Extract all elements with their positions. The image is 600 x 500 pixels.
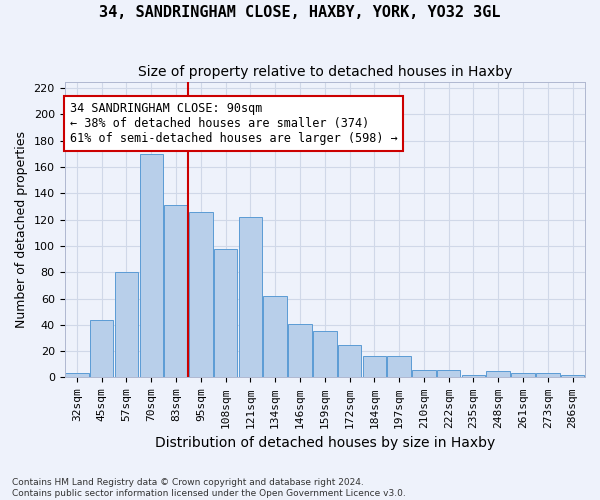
Bar: [313, 332, 337, 378]
Bar: [140, 154, 163, 378]
Bar: [90, 320, 113, 378]
Text: 34 SANDRINGHAM CLOSE: 90sqm
← 38% of detached houses are smaller (374)
61% of se: 34 SANDRINGHAM CLOSE: 90sqm ← 38% of det…: [70, 102, 397, 146]
Y-axis label: Number of detached properties: Number of detached properties: [15, 131, 28, 328]
Bar: [362, 356, 386, 378]
Bar: [338, 344, 361, 378]
Text: 34, SANDRINGHAM CLOSE, HAXBY, YORK, YO32 3GL: 34, SANDRINGHAM CLOSE, HAXBY, YORK, YO32…: [99, 5, 501, 20]
Bar: [536, 374, 560, 378]
Bar: [65, 374, 89, 378]
Title: Size of property relative to detached houses in Haxby: Size of property relative to detached ho…: [137, 65, 512, 79]
Bar: [288, 324, 312, 378]
Bar: [511, 374, 535, 378]
Bar: [561, 375, 584, 378]
Bar: [388, 356, 411, 378]
Bar: [263, 296, 287, 378]
Bar: [115, 272, 138, 378]
Bar: [487, 371, 510, 378]
Bar: [437, 370, 460, 378]
Bar: [189, 212, 212, 378]
Bar: [461, 375, 485, 378]
Bar: [164, 205, 188, 378]
Bar: [214, 248, 238, 378]
X-axis label: Distribution of detached houses by size in Haxby: Distribution of detached houses by size …: [155, 436, 495, 450]
Text: Contains HM Land Registry data © Crown copyright and database right 2024.
Contai: Contains HM Land Registry data © Crown c…: [12, 478, 406, 498]
Bar: [412, 370, 436, 378]
Bar: [239, 217, 262, 378]
